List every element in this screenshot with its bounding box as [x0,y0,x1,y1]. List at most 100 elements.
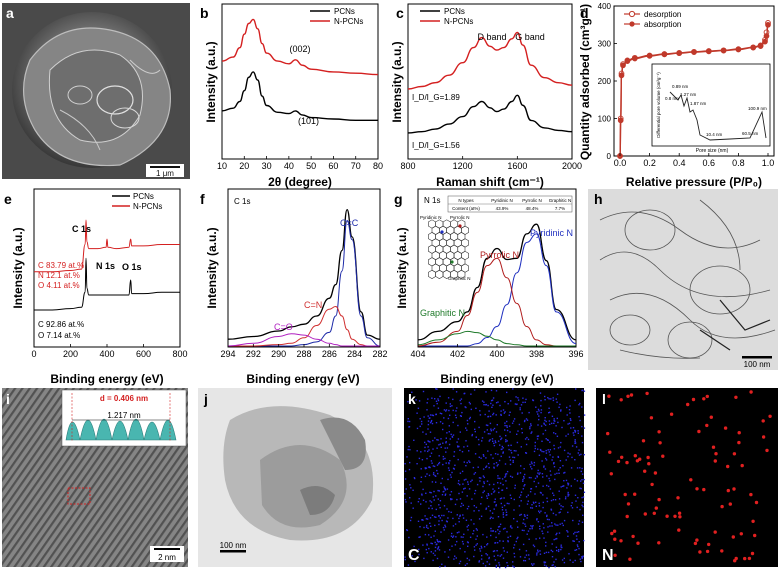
c-dot [548,412,550,414]
c-dot [499,566,501,569]
c-dot [470,519,472,521]
c-dot [556,401,558,403]
c-dot [499,435,501,438]
c-dot [479,480,481,482]
c-dot [468,488,471,490]
c-dot [458,562,461,565]
c-dot [471,479,473,481]
c-dot [420,420,423,423]
n-dot [761,435,766,439]
c-dot [537,551,539,553]
c-dot [459,514,461,516]
c-dot [478,518,481,520]
c-dot [490,530,492,532]
c-dot [419,526,421,528]
n-dot [693,541,698,546]
c-dot [429,441,431,443]
c-dot [497,554,499,557]
c-dot [456,407,458,409]
c-dot [574,494,577,496]
c-dot [581,467,583,470]
c-dot [457,424,459,427]
c-dot [500,414,502,416]
n-dot [677,511,682,515]
inset-label-1009: 100.9 nm [748,106,767,111]
c-dot [407,448,409,451]
c-dot [522,480,524,482]
c-dot [504,475,507,477]
c-dot [557,456,560,458]
n-content-table: N types Pyridinic N Pyrrolic N Graphitic… [447,195,573,213]
xrd-chart [221,18,379,122]
tick-ticks-b-5: 60 [328,161,338,171]
c-dot [508,456,511,458]
c-dot [494,453,497,455]
c-dot [471,434,473,437]
c-dot [473,510,475,512]
n-dot [652,511,656,515]
c-dot [511,422,514,424]
c-dot [462,483,464,485]
c-dot [523,559,525,562]
c-dot [439,500,442,502]
xlabel-b: 2θ (degree) [268,175,332,189]
c-dot [560,548,562,551]
c-dot [519,556,522,558]
inset-label-089: 0.89 nm [672,84,689,89]
c-dot [421,423,423,425]
c-dot [409,484,411,486]
c-dot [487,462,490,465]
c-dot [567,535,569,537]
c-dot [511,527,513,529]
c-dot [559,523,561,525]
c-dot [490,428,492,430]
c-dot [583,539,585,542]
inset-label-187: 1.87 nm [690,101,707,106]
c-dot [464,551,466,553]
c-dot [473,546,476,548]
c-dot [525,550,528,552]
tick-ticks-d-5: 1.0 [762,158,775,168]
c-dot [487,415,490,418]
c-dot [480,545,482,548]
c-dot [474,489,477,492]
c-dot [428,449,430,451]
c-dot [553,561,555,563]
c-dot [495,441,497,444]
inset-ylabel: Differential pore volume (cm³g⁻¹) [656,72,661,138]
c-dot [540,411,542,414]
c-dot [409,461,411,464]
inset-label-127: 1.27 nm [680,92,697,97]
n-dot [658,441,662,445]
c-dot [455,416,457,419]
table-cell-0: Content (at%) [452,206,480,211]
c-dot [478,456,480,458]
c-dot [462,517,465,519]
c-dot [423,557,425,560]
tem-image-h [588,189,778,370]
c-dot [416,450,418,452]
c-dot [464,406,466,408]
c-dot [430,501,433,503]
c-dot [483,481,485,483]
legend-b: PCNs N-PCNs [310,7,363,26]
c-dot [523,477,525,479]
c-dot [507,565,509,567]
c-dot [509,463,512,466]
c-dot [547,397,549,399]
tick-ticks-g-0: 404 [410,349,425,359]
c-dot [407,418,409,420]
c-dot [539,491,542,494]
c-dot [531,507,534,509]
c-dot [490,534,492,537]
c-dot [561,426,563,429]
c-dot [569,453,571,455]
c-dot [538,473,540,475]
c-dot [502,452,504,454]
raman-chart [407,31,573,134]
c-dot [500,448,503,451]
c-dot [579,487,581,489]
c-dot [549,470,551,472]
series-chart-f-0 [227,208,381,340]
c-dot [438,549,441,551]
